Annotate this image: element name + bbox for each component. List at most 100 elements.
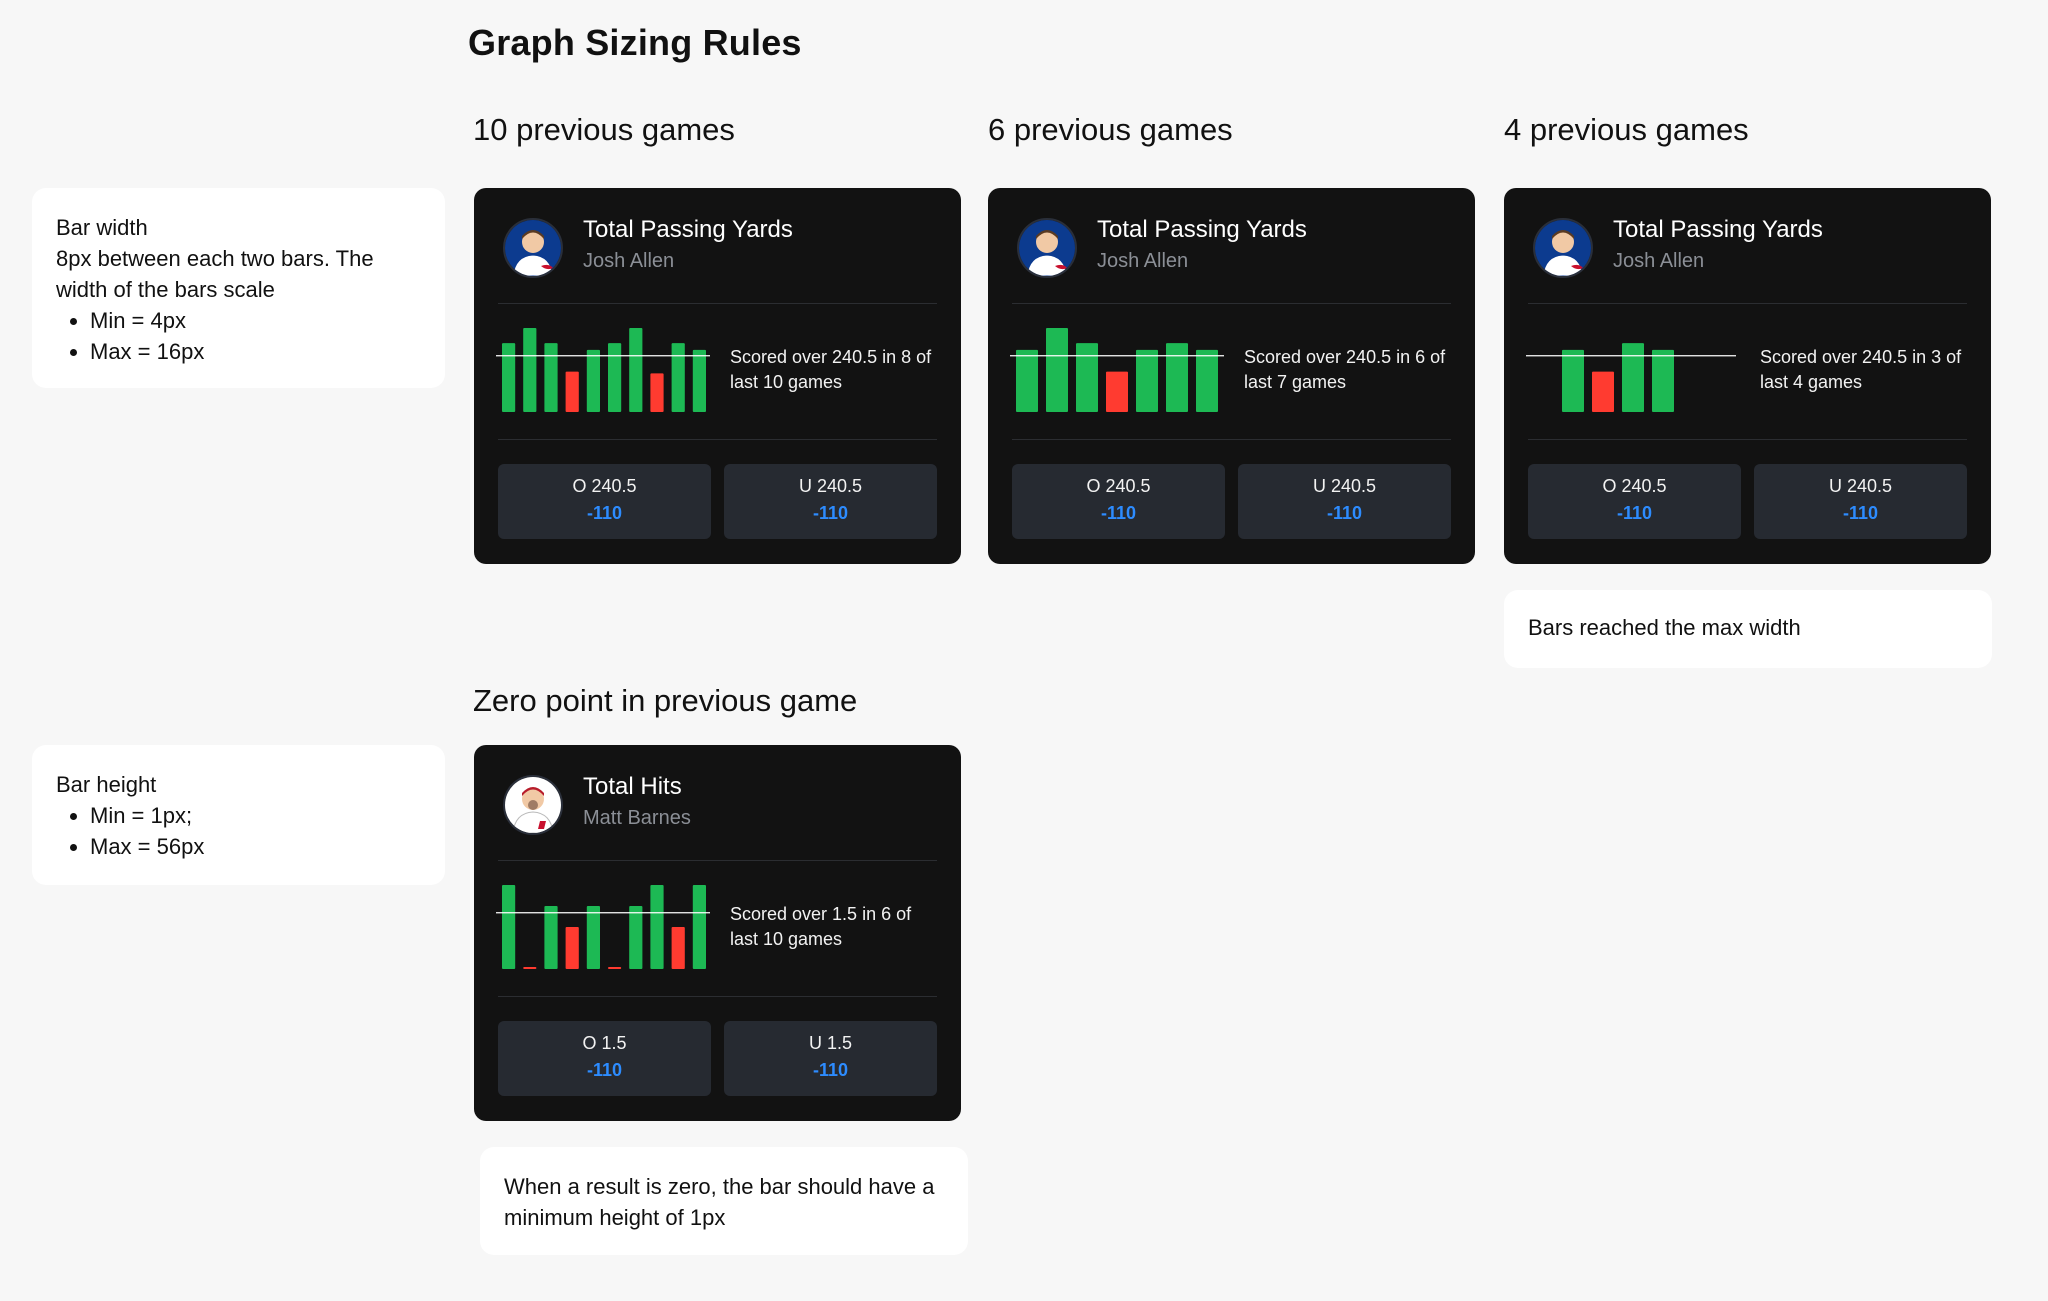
- section-zero-point: Zero point in previous game: [473, 683, 858, 718]
- result-bar: [692, 885, 706, 969]
- bar-height-note: Bar height Min = 1px; Max = 56px: [32, 745, 445, 885]
- bar-width-min: Min = 4px: [90, 305, 421, 336]
- under-button[interactable]: U 1.5 -110: [724, 1021, 937, 1096]
- bills-player-avatar-icon: [503, 218, 563, 278]
- card-divider-top: [1012, 303, 1451, 304]
- card-divider-bottom: [1528, 439, 1967, 440]
- result-bar: [1562, 349, 1584, 412]
- over-button[interactable]: O 1.5 -110: [498, 1021, 711, 1096]
- over-odds: -110: [1100, 503, 1137, 523]
- max-width-text: Bars reached the max width: [1528, 615, 1801, 640]
- card-title: Total Passing Yards: [1097, 216, 1307, 243]
- max-width-note: Bars reached the max width: [1504, 590, 1992, 668]
- under-label: U 1.5: [808, 1033, 853, 1053]
- section-6-games: 6 previous games: [988, 112, 1233, 147]
- under-button[interactable]: U 240.5 -110: [1754, 464, 1967, 539]
- card-divider-top: [498, 303, 937, 304]
- result-bar: [650, 885, 664, 969]
- under-odds: -110: [812, 1060, 849, 1080]
- prop-card[interactable]: Total Passing Yards Josh Allen Scored ov…: [1504, 188, 1991, 564]
- over-label: O 240.5: [1086, 476, 1151, 496]
- over-odds: -110: [586, 1060, 623, 1080]
- result-bar: [565, 371, 579, 412]
- under-label: U 240.5: [798, 476, 863, 496]
- result-bar: [586, 349, 600, 412]
- results-summary: Scored over 240.5 in 6 of last 7 games: [1244, 347, 1446, 392]
- result-bar: [1622, 343, 1644, 412]
- result-bar: [502, 343, 516, 412]
- prop-card[interactable]: Total Passing Yards Josh Allen Scored ov…: [474, 188, 961, 564]
- over-button[interactable]: O 240.5 -110: [1012, 464, 1225, 539]
- card-divider-bottom: [1012, 439, 1451, 440]
- card-title: Total Passing Yards: [583, 216, 793, 243]
- result-bar: [502, 885, 516, 969]
- result-bar: [671, 343, 685, 412]
- card-divider-top: [1528, 303, 1967, 304]
- page-title: Graph Sizing Rules: [468, 22, 802, 63]
- results-summary: Scored over 240.5 in 8 of last 10 games: [730, 347, 932, 392]
- player-name: Josh Allen: [1613, 250, 1705, 272]
- result-bar: [523, 967, 537, 969]
- bar-width-text: 8px between each two bars. The width of …: [56, 246, 374, 302]
- results-bar-chart: [496, 885, 710, 969]
- result-bar: [544, 906, 558, 969]
- results-summary: Scored over 1.5 in 6 of last 10 games: [730, 904, 912, 949]
- bills-player-avatar-icon: [1533, 218, 1593, 278]
- card-divider-top: [498, 860, 937, 861]
- prop-card[interactable]: Total Hits Matt Barnes Scored over 1.5 i…: [474, 745, 961, 1121]
- over-button[interactable]: O 240.5 -110: [498, 464, 711, 539]
- result-bar: [1046, 328, 1068, 412]
- over-label: O 240.5: [572, 476, 637, 496]
- result-bar: [671, 927, 685, 969]
- under-odds: -110: [1326, 503, 1363, 523]
- over-label: O 1.5: [582, 1033, 627, 1053]
- result-bar: [608, 343, 622, 412]
- section-10-games: 10 previous games: [473, 112, 735, 147]
- player-name: Josh Allen: [1097, 250, 1189, 272]
- bills-player-avatar-icon: [1017, 218, 1077, 278]
- bar-height-max: Max = 56px: [90, 831, 421, 862]
- results-bar-chart: [1526, 343, 1736, 412]
- card-divider-bottom: [498, 439, 937, 440]
- results-bar-chart: [496, 328, 710, 412]
- result-bar: [1196, 349, 1218, 412]
- result-bar: [1076, 343, 1098, 412]
- result-bar: [692, 349, 706, 412]
- result-bar: [1136, 349, 1158, 412]
- result-bar: [1016, 349, 1038, 412]
- result-bar: [523, 328, 537, 412]
- over-odds: -110: [586, 503, 623, 523]
- redsox-player-avatar-icon: [503, 775, 563, 835]
- result-bar: [1106, 371, 1128, 412]
- player-name: Josh Allen: [583, 250, 675, 272]
- result-bar: [1592, 371, 1614, 412]
- bar-width-max: Max = 16px: [90, 336, 421, 367]
- under-odds: -110: [812, 503, 849, 523]
- result-bar: [650, 373, 664, 412]
- zero-result-note: When a result is zero, the bar should ha…: [480, 1147, 968, 1255]
- card-title: Total Hits: [583, 773, 682, 800]
- bar-height-heading: Bar height: [56, 772, 157, 797]
- results-summary: Scored over 240.5 in 3 of last 4 games: [1760, 347, 1962, 392]
- result-bar: [544, 343, 558, 412]
- section-4-games: 4 previous games: [1504, 112, 1749, 147]
- over-button[interactable]: O 240.5 -110: [1528, 464, 1741, 539]
- result-bar: [1166, 343, 1188, 412]
- over-odds: -110: [1616, 503, 1653, 523]
- results-bar-chart: [1010, 328, 1224, 412]
- over-label: O 240.5: [1602, 476, 1667, 496]
- under-label: U 240.5: [1828, 476, 1893, 496]
- result-bar: [629, 328, 643, 412]
- under-button[interactable]: U 240.5 -110: [1238, 464, 1451, 539]
- result-bar: [586, 906, 600, 969]
- card-divider-bottom: [498, 996, 937, 997]
- under-label: U 240.5: [1312, 476, 1377, 496]
- result-bar: [1652, 349, 1674, 412]
- prop-card[interactable]: Total Passing Yards Josh Allen Scored ov…: [988, 188, 1475, 564]
- card-title: Total Passing Yards: [1613, 216, 1823, 243]
- under-button[interactable]: U 240.5 -110: [724, 464, 937, 539]
- bar-height-min: Min = 1px;: [90, 800, 421, 831]
- player-name: Matt Barnes: [583, 807, 691, 829]
- bar-width-heading: Bar width: [56, 215, 148, 240]
- zero-result-text: When a result is zero, the bar should ha…: [504, 1174, 935, 1230]
